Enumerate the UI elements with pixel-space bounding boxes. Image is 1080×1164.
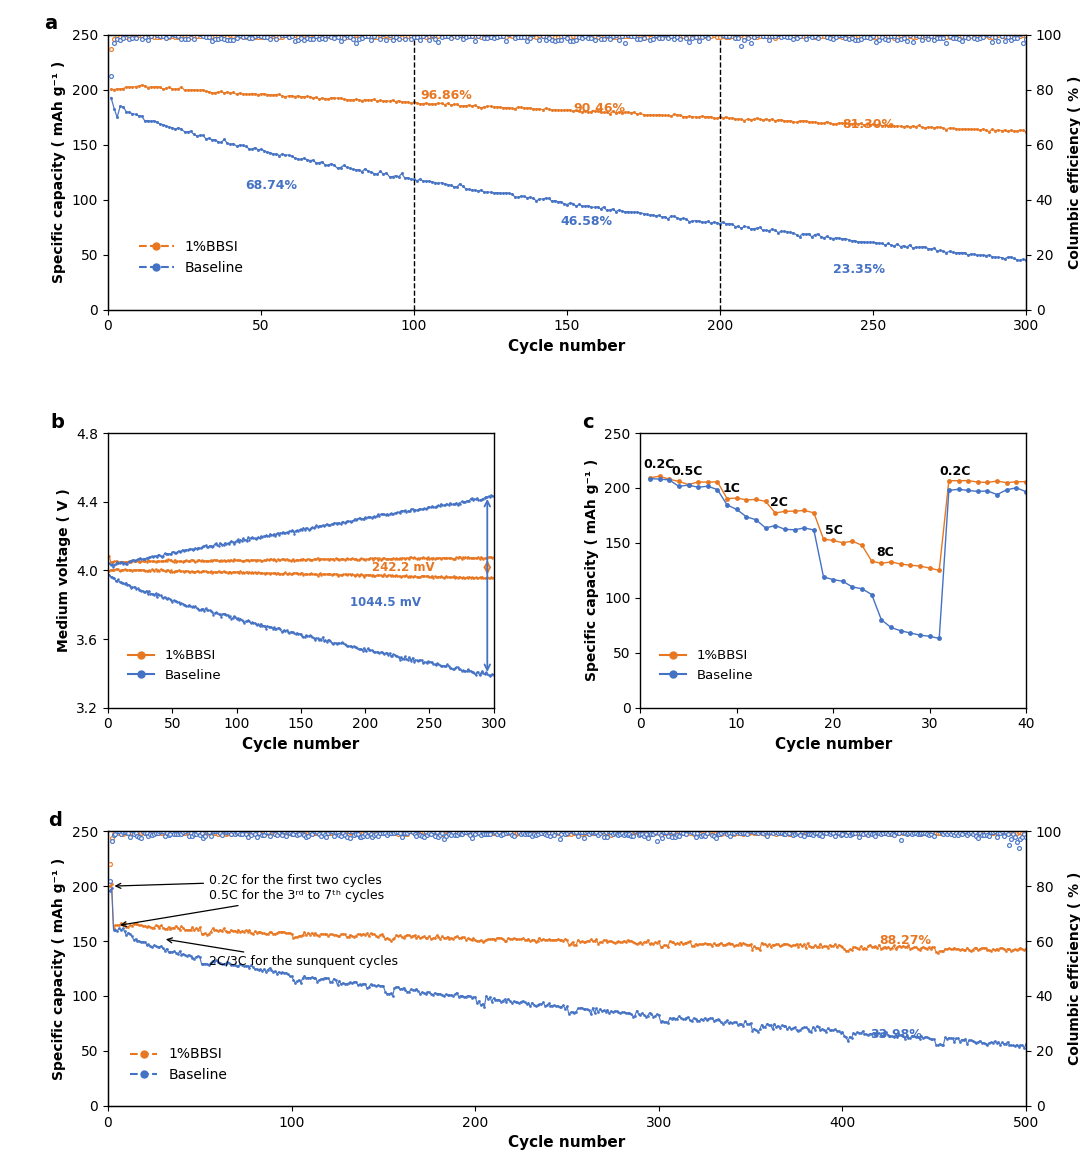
Y-axis label: Columbic efficiency ( % ): Columbic efficiency ( % ) [1068, 872, 1080, 1065]
Text: 0.2C: 0.2C [644, 459, 675, 471]
Text: 33.98%: 33.98% [870, 1028, 921, 1041]
Legend: 1%BBSI, Baseline: 1%BBSI, Baseline [133, 234, 249, 281]
Text: 8C: 8C [877, 546, 894, 559]
Text: 0.2C: 0.2C [940, 464, 971, 477]
Y-axis label: Specific capacity ( mAh g⁻¹ ): Specific capacity ( mAh g⁻¹ ) [52, 858, 66, 1080]
Legend: 1%BBSI, Baseline: 1%BBSI, Baseline [124, 1042, 233, 1088]
Y-axis label: Specific capacity ( mAh g⁻¹ ): Specific capacity ( mAh g⁻¹ ) [52, 61, 66, 283]
Text: d: d [49, 810, 63, 830]
Legend: 1%BBSI, Baseline: 1%BBSI, Baseline [654, 644, 759, 687]
Text: 2C: 2C [770, 496, 788, 509]
X-axis label: Cycle number: Cycle number [242, 737, 360, 752]
Text: 1C: 1C [723, 482, 740, 496]
Text: 96.86%: 96.86% [420, 88, 472, 101]
Y-axis label: Specific capacity ( mAh g⁻¹ ): Specific capacity ( mAh g⁻¹ ) [584, 460, 598, 681]
Legend: 1%BBSI, Baseline: 1%BBSI, Baseline [122, 644, 227, 687]
Text: 242.2 mV: 242.2 mV [372, 561, 434, 574]
X-axis label: Cycle number: Cycle number [774, 737, 892, 752]
Text: 81.30%: 81.30% [842, 119, 894, 132]
Text: 46.58%: 46.58% [561, 215, 612, 228]
Text: 90.46%: 90.46% [573, 101, 625, 115]
Text: 2C/3C for the sunquent cycles: 2C/3C for the sunquent cycles [167, 938, 399, 968]
X-axis label: Cycle number: Cycle number [509, 1135, 625, 1150]
Text: 0.5C for the 3ʳᵈ to 7ᵗʰ cycles: 0.5C for the 3ʳᵈ to 7ᵗʰ cycles [121, 889, 384, 927]
Text: 23.35%: 23.35% [834, 263, 886, 276]
Text: 1044.5 mV: 1044.5 mV [350, 596, 421, 609]
Text: 68.74%: 68.74% [246, 179, 298, 192]
Text: 88.27%: 88.27% [879, 935, 931, 947]
Text: 0.2C for the first two cycles: 0.2C for the first two cycles [116, 874, 381, 888]
Text: 0.5C: 0.5C [671, 464, 702, 477]
Text: b: b [50, 412, 64, 432]
Text: c: c [582, 412, 594, 432]
Text: 5C: 5C [825, 524, 843, 537]
X-axis label: Cycle number: Cycle number [509, 339, 625, 354]
Y-axis label: Medium voltage ( V ): Medium voltage ( V ) [57, 489, 70, 652]
Text: a: a [43, 14, 57, 34]
Y-axis label: Columbic efficiency ( % ): Columbic efficiency ( % ) [1068, 76, 1080, 269]
